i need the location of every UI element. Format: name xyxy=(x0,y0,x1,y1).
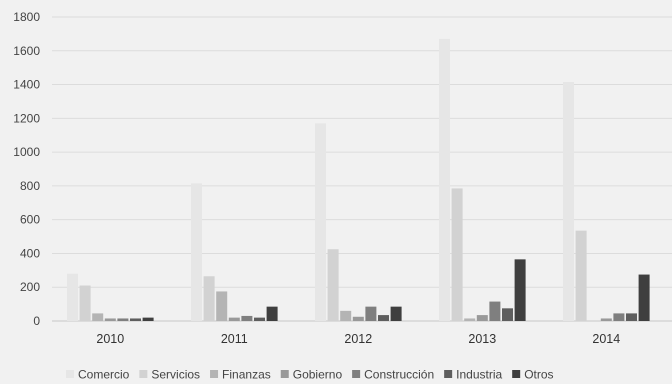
legend-item-gobierno: Gobierno xyxy=(280,368,343,382)
legend: Comercio Servicios Finanzas Gobierno Constru… xyxy=(66,368,554,382)
legend-item-otros: Otros xyxy=(512,368,554,382)
legend-swatch xyxy=(444,370,453,378)
bar-gobierno-2014 xyxy=(600,318,612,321)
bar-construcción-2011 xyxy=(241,315,253,321)
x-tick-label: 2014 xyxy=(592,332,620,346)
bar-industria-2011 xyxy=(254,317,265,321)
legend-label: Industria xyxy=(456,368,502,382)
y-tick-label: 1600 xyxy=(13,44,40,58)
legend-swatch xyxy=(280,370,289,378)
bar-servicios-2013 xyxy=(451,188,463,321)
bar-gobierno-2013 xyxy=(476,315,488,321)
y-tick-label: 600 xyxy=(20,213,40,227)
legend-item-comercio: Comercio xyxy=(66,368,130,382)
legend-swatch xyxy=(66,370,74,378)
legend-label: Comercio xyxy=(78,368,130,382)
x-tick-label: 2011 xyxy=(221,332,248,346)
bar-servicios-2011 xyxy=(203,276,215,321)
y-tick-label: 1200 xyxy=(13,111,40,125)
bar-servicios-2012 xyxy=(327,249,339,321)
bar-otros-2011 xyxy=(266,306,278,321)
bar-gobierno-2011 xyxy=(228,317,240,321)
bar-comercio-2013 xyxy=(439,38,450,321)
y-tick-label: 1800 xyxy=(13,10,40,24)
bar-otros-2013 xyxy=(514,259,526,321)
legend-swatch xyxy=(210,370,219,378)
legend-item-construcción: Construcción xyxy=(352,368,434,382)
legend-label: Otros xyxy=(524,368,553,382)
legend-label: Servicios xyxy=(151,368,200,382)
bar-finanzas-2012 xyxy=(340,310,352,321)
y-tick-label: 400 xyxy=(20,246,40,260)
legend-label: Gobierno xyxy=(293,368,343,382)
x-tick-label: 2010 xyxy=(96,332,124,346)
y-tick-label: 200 xyxy=(20,280,40,294)
y-axis-ticks: 0 200 400 600 800 1000 1200 1400 1600 1800 xyxy=(13,10,40,328)
bar-otros-2014 xyxy=(638,274,650,321)
y-tick-label: 0 xyxy=(33,314,40,328)
bar-industria-2012 xyxy=(378,315,389,321)
bars xyxy=(67,38,650,322)
bar-construcción-2012 xyxy=(365,306,377,321)
bar-servicios-2010 xyxy=(79,285,91,321)
bar-gobierno-2010 xyxy=(104,318,116,321)
bar-comercio-2010 xyxy=(67,273,78,321)
bar-comercio-2011 xyxy=(191,183,202,321)
bar-finanzas-2013 xyxy=(464,318,476,321)
bar-construcción-2010 xyxy=(117,318,129,321)
legend-swatch xyxy=(139,370,148,378)
y-tick-label: 1000 xyxy=(13,145,40,159)
legend-item-servicios: Servicios xyxy=(139,368,200,382)
bar-industria-2014 xyxy=(626,313,637,321)
bar-finanzas-2011 xyxy=(216,291,228,321)
bar-construcción-2013 xyxy=(489,301,501,321)
bar-industria-2013 xyxy=(502,308,513,321)
bar-servicios-2014 xyxy=(575,230,587,321)
legend-item-industria: Industria xyxy=(444,368,503,382)
bar-comercio-2014 xyxy=(563,82,574,322)
x-tick-label: 2012 xyxy=(344,332,372,346)
bar-industria-2010 xyxy=(130,318,141,321)
legend-label: Construcción xyxy=(364,368,434,382)
x-axis-ticks: 2010 2011 2012 2013 2014 xyxy=(96,332,620,346)
bar-otros-2012 xyxy=(390,306,402,321)
legend-swatch xyxy=(512,370,521,378)
bar-finanzas-2010 xyxy=(92,313,104,321)
legend-label: Finanzas xyxy=(222,368,271,382)
bar-gobierno-2012 xyxy=(352,316,364,321)
legend-item-finanzas: Finanzas xyxy=(210,368,271,382)
bar-construcción-2014 xyxy=(613,313,625,321)
legend-swatch xyxy=(352,370,361,378)
y-tick-label: 800 xyxy=(20,179,40,193)
gridlines xyxy=(52,16,672,322)
y-tick-label: 1400 xyxy=(13,78,40,92)
x-tick-label: 2013 xyxy=(468,332,496,346)
bar-otros-2010 xyxy=(142,317,154,321)
bar-comercio-2012 xyxy=(315,123,326,322)
